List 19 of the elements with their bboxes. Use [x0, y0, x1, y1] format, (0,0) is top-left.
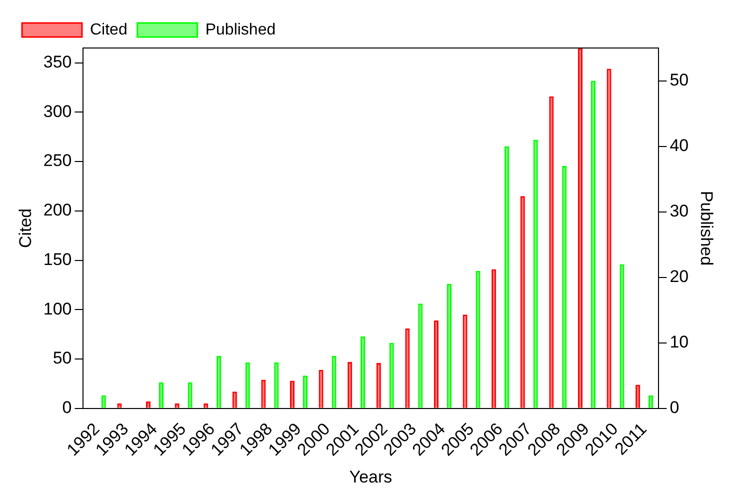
y-tick-label: 0 [62, 398, 72, 418]
legend-label: Cited [90, 21, 128, 38]
y-axis-title: Cited [16, 208, 35, 248]
y2-tick-label: 30 [670, 202, 689, 221]
y-tick-label: 300 [43, 102, 72, 121]
y-tick-label: 100 [43, 299, 72, 318]
x-axis-title: Years [349, 467, 392, 486]
y2-tick-label: 0 [670, 398, 680, 418]
y2-tick-label: 10 [670, 332, 689, 352]
y-tick-label: 150 [43, 250, 72, 269]
y-tick-label: 50 [52, 348, 72, 368]
legend-label: Published [205, 21, 276, 38]
y2-axis-title: Published [697, 190, 716, 266]
y-tick-label: 350 [43, 52, 72, 72]
y-tick-label: 200 [43, 200, 72, 220]
y-tick-label: 250 [43, 151, 72, 170]
y2-tick-label: 40 [670, 136, 689, 155]
y2-tick-label: 50 [670, 70, 689, 90]
y2-tick-label: 20 [670, 267, 689, 286]
